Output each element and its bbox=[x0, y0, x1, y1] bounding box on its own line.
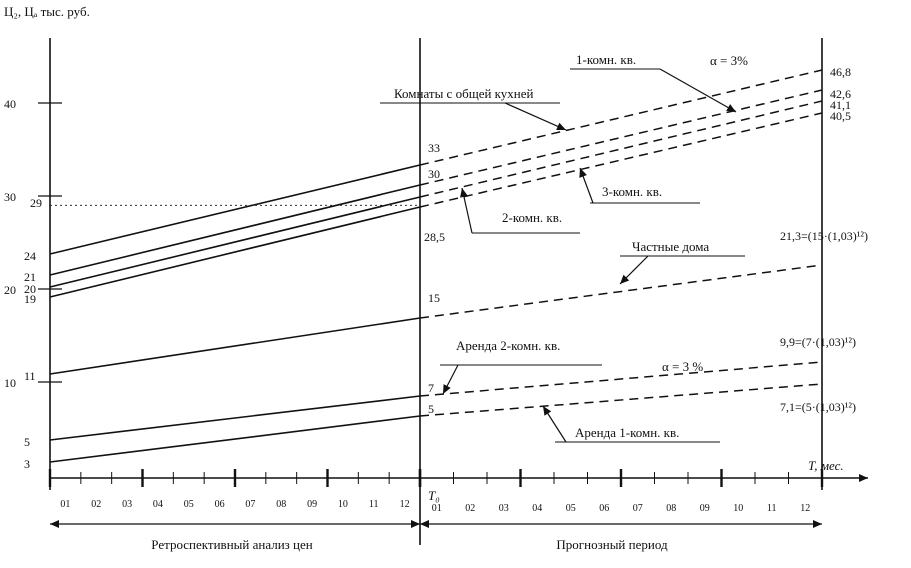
month-label: 10 bbox=[338, 499, 348, 510]
y-tick-label: 40 bbox=[4, 97, 16, 111]
retrospective-period-arrow-head-right bbox=[411, 520, 420, 528]
y-axis-label: Ц₂, Цₐ тыс. руб. bbox=[4, 4, 90, 19]
forecast-period-arrow-head-right bbox=[813, 520, 822, 528]
series-history-line bbox=[49, 395, 421, 441]
series-end-label: 46,8 bbox=[830, 65, 851, 79]
month-label: 01 bbox=[60, 499, 70, 510]
series-name-label: 2-комн. кв. bbox=[502, 210, 562, 225]
series-name-label: 1-комн. кв. bbox=[576, 52, 636, 67]
month-label: 02 bbox=[465, 503, 475, 514]
callout-arrowhead bbox=[460, 188, 468, 198]
series-forecast-line bbox=[419, 69, 823, 166]
series-end-label: 9,9=(7·(1,03)¹²) bbox=[780, 335, 856, 349]
month-label: 06 bbox=[215, 499, 225, 510]
axes-layer bbox=[38, 38, 868, 545]
retrospective-period-arrow-head-left bbox=[50, 520, 59, 528]
series-start-label: 5 bbox=[24, 435, 30, 449]
callout-arrowhead bbox=[543, 406, 552, 416]
month-label: 09 bbox=[700, 503, 710, 514]
month-label: 03 bbox=[122, 499, 132, 510]
callout-leader bbox=[504, 102, 567, 131]
series-history-line bbox=[49, 184, 421, 276]
y-tick-label: 20 bbox=[4, 283, 16, 297]
month-label: 06 bbox=[599, 503, 609, 514]
series-t0-label: 5 bbox=[428, 402, 434, 416]
month-label: 12 bbox=[400, 499, 410, 510]
month-label: 08 bbox=[666, 503, 676, 514]
series-start-label: 11 bbox=[24, 369, 36, 383]
alpha-annotation-top: α = 3% bbox=[710, 53, 748, 68]
series-end-label: 40,5 bbox=[830, 109, 851, 123]
month-label: 05 bbox=[566, 503, 576, 514]
series-name-label: Частные дома bbox=[632, 239, 709, 254]
callout-leader bbox=[659, 68, 737, 113]
series-forecast-line bbox=[419, 100, 823, 198]
series-forecast-line bbox=[419, 112, 823, 208]
month-label: 04 bbox=[532, 503, 542, 514]
t0-label: T₀ bbox=[428, 488, 440, 503]
series-name-label: Аренда 1-комн. кв. bbox=[575, 425, 679, 440]
series-forecast-line bbox=[419, 383, 823, 417]
series-history-line bbox=[49, 164, 421, 255]
series-end-label: 42,6 bbox=[830, 87, 851, 101]
y-tick-label: 10 bbox=[4, 376, 16, 390]
series-history-line bbox=[49, 206, 421, 298]
series-t0-label: 15 bbox=[428, 291, 440, 305]
series-forecast-line bbox=[419, 89, 823, 186]
callout-arrowhead bbox=[443, 384, 451, 394]
month-label: 10 bbox=[733, 503, 743, 514]
series-end-label: 21,3=(15·(1,03)¹²) bbox=[780, 229, 868, 243]
series-start-label: 21 bbox=[24, 270, 36, 284]
reference-line-label: 29 bbox=[30, 196, 42, 210]
time-axis-arrow bbox=[859, 474, 868, 482]
callout-arrowhead bbox=[726, 104, 736, 112]
series-end-label: 41,1 bbox=[830, 98, 851, 112]
retrospective-period-label: Ретроспективный анализ цен bbox=[151, 537, 312, 552]
series-name-label: 3-комн. кв. bbox=[602, 184, 662, 199]
alpha-annotation-bottom: α = 3 % bbox=[662, 359, 703, 374]
month-label: 07 bbox=[633, 503, 643, 514]
month-label: 07 bbox=[245, 499, 255, 510]
series-start-label: 3 bbox=[24, 457, 30, 471]
series-start-label: 20 bbox=[24, 282, 36, 296]
callout-arrowhead bbox=[579, 168, 587, 178]
series-history-line bbox=[49, 415, 421, 463]
month-label: 12 bbox=[800, 503, 810, 514]
month-label: 09 bbox=[307, 499, 317, 510]
series-t0-label: 28,5 bbox=[424, 230, 445, 244]
month-label: 04 bbox=[153, 499, 163, 510]
series-end-label: 7,1=(5·(1,03)¹²) bbox=[780, 400, 856, 414]
series-name-label: Комнаты с общей кухней bbox=[394, 86, 534, 101]
labels-layer: 10 20 30 40 01 02 03 04 05 06 07 08 09 10 11 12 01 02 03 04… bbox=[4, 52, 868, 514]
x-axis-label: T, мес. bbox=[808, 458, 844, 473]
month-label: 11 bbox=[369, 499, 379, 510]
series-forecast-line bbox=[419, 361, 823, 397]
callout-arrowhead bbox=[556, 122, 566, 131]
month-label: 05 bbox=[184, 499, 194, 510]
month-label: 03 bbox=[499, 503, 509, 514]
series-history-line bbox=[49, 317, 421, 375]
series-layer bbox=[49, 68, 823, 463]
series-name-label: Аренда 2-комн. кв. bbox=[456, 338, 560, 353]
series-start-label: 24 bbox=[24, 249, 36, 263]
series-start-label: 19 bbox=[24, 292, 36, 306]
series-t0-label: 30 bbox=[428, 167, 440, 181]
callout-arrowhead bbox=[620, 274, 630, 284]
month-label: 02 bbox=[91, 499, 101, 510]
month-label: 08 bbox=[276, 499, 286, 510]
series-history-line bbox=[49, 196, 421, 288]
month-label: 01 bbox=[432, 503, 442, 514]
forecast-period-label: Прогнозный период bbox=[556, 537, 668, 552]
month-label: 11 bbox=[767, 503, 777, 514]
y-tick-label: 30 bbox=[4, 190, 16, 204]
series-t0-label: 7 bbox=[428, 381, 434, 395]
forecast-period-arrow-head-left bbox=[420, 520, 429, 528]
series-t0-label: 33 bbox=[428, 141, 440, 155]
series-forecast-line bbox=[419, 264, 823, 319]
